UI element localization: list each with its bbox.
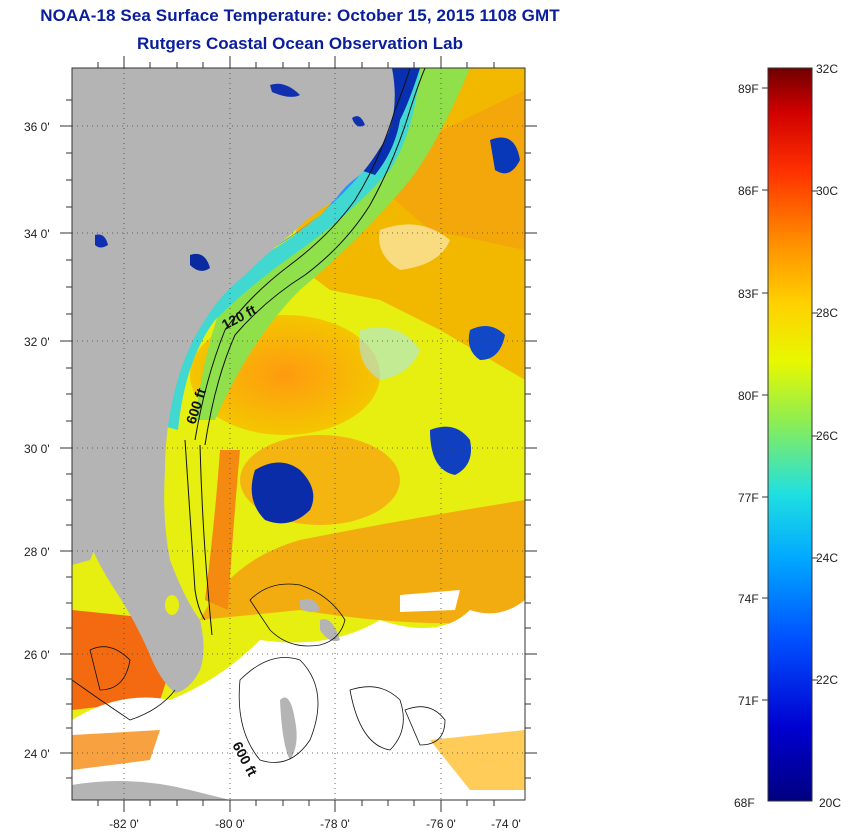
colorbar-label-f: 80F bbox=[738, 389, 759, 403]
colorbar-ticks bbox=[762, 87, 818, 701]
colorbar-label-f: 86F bbox=[738, 184, 759, 198]
colorbar-label-f: 83F bbox=[738, 287, 759, 301]
colorbar-label-c: 30C bbox=[816, 184, 839, 198]
cloud-patch bbox=[400, 590, 460, 612]
lon-label: -74 0' bbox=[491, 817, 521, 831]
cloud-no-data-region bbox=[72, 600, 525, 800]
shelf-green-band bbox=[195, 68, 470, 420]
lat-label: 28 0' bbox=[24, 545, 50, 559]
bathymetry-contour-120ft bbox=[184, 439, 206, 621]
cold-patch bbox=[430, 426, 471, 475]
colorbar-label-c: 22C bbox=[816, 673, 839, 687]
graticule bbox=[72, 68, 525, 800]
colorbar-label-f: 68F bbox=[734, 796, 755, 810]
shelf-cyan-band bbox=[140, 68, 420, 430]
axis-minor-ticks bbox=[66, 62, 531, 806]
lat-label: 32 0' bbox=[24, 335, 50, 349]
cold-patch bbox=[251, 462, 314, 524]
colorbar-label-c: 26C bbox=[816, 429, 839, 443]
bathymetry-contour-bank bbox=[249, 583, 346, 647]
bathymetry-contour-bank bbox=[349, 686, 404, 751]
cold-patch bbox=[490, 137, 520, 174]
colorbar-label-c: 28C bbox=[816, 306, 839, 320]
cloud-haze bbox=[379, 224, 450, 270]
lon-label: -80 0' bbox=[215, 817, 245, 831]
colorbar-label-f: 71F bbox=[738, 694, 759, 708]
us-east-coast-land bbox=[72, 68, 395, 693]
lon-label: -82 0' bbox=[109, 817, 139, 831]
florida-panhandle-land bbox=[72, 490, 96, 565]
axis-ticks bbox=[60, 56, 537, 812]
ocean-orange-patch bbox=[360, 90, 525, 250]
bathymetry-contour-120ft bbox=[194, 68, 411, 441]
colorbar-label-f: 77F bbox=[738, 491, 759, 505]
lat-label: 24 0' bbox=[24, 747, 50, 761]
colorbar-label-f: 89F bbox=[738, 82, 759, 96]
colorbar-label-c: 24C bbox=[816, 551, 839, 565]
southeast-warm-patch bbox=[430, 730, 525, 790]
inland-lake bbox=[352, 116, 365, 127]
lon-label: -78 0' bbox=[320, 817, 350, 831]
map-title: NOAA-18 Sea Surface Temperature: October… bbox=[40, 6, 560, 25]
bahamas-island bbox=[320, 619, 340, 642]
florida-current bbox=[205, 450, 240, 610]
bathymetry-contour-600ft bbox=[204, 68, 426, 446]
bahamas-island bbox=[300, 598, 320, 613]
lat-label: 30 0' bbox=[24, 442, 50, 456]
bathymetry-contour-bank bbox=[238, 657, 319, 763]
cuba-north-warm bbox=[72, 730, 160, 770]
lat-label: 26 0' bbox=[24, 648, 50, 662]
cold-patch bbox=[468, 326, 505, 360]
andros-island bbox=[280, 697, 297, 760]
bathymetry-contour-gulf bbox=[72, 679, 176, 721]
lake-okeechobee bbox=[165, 595, 179, 615]
colorbar-label-f: 74F bbox=[738, 592, 759, 606]
cloud-haze bbox=[359, 327, 420, 380]
bathymetry-contour-bank bbox=[404, 706, 446, 746]
lat-label: 34 0' bbox=[24, 227, 50, 241]
bathymetry-contour-gulf bbox=[89, 646, 131, 691]
cuba-land bbox=[72, 781, 230, 800]
colorbar bbox=[767, 67, 813, 802]
lat-label: 36 0' bbox=[24, 120, 50, 134]
colorbar-label-c: 20C bbox=[819, 796, 842, 810]
bathymetry-contour-600ft bbox=[199, 444, 213, 636]
map-plot-area: 120 ft 600 ft 600 ft bbox=[72, 68, 525, 800]
map-subtitle: Rutgers Coastal Ocean Observation Lab bbox=[137, 34, 463, 53]
colorbar-label-c: 32C bbox=[816, 62, 839, 76]
inland-lake bbox=[95, 234, 108, 248]
inland-lake bbox=[270, 83, 300, 97]
inland-lake bbox=[190, 253, 210, 271]
lon-label: -76 0' bbox=[426, 817, 456, 831]
map-frame bbox=[71, 67, 526, 801]
